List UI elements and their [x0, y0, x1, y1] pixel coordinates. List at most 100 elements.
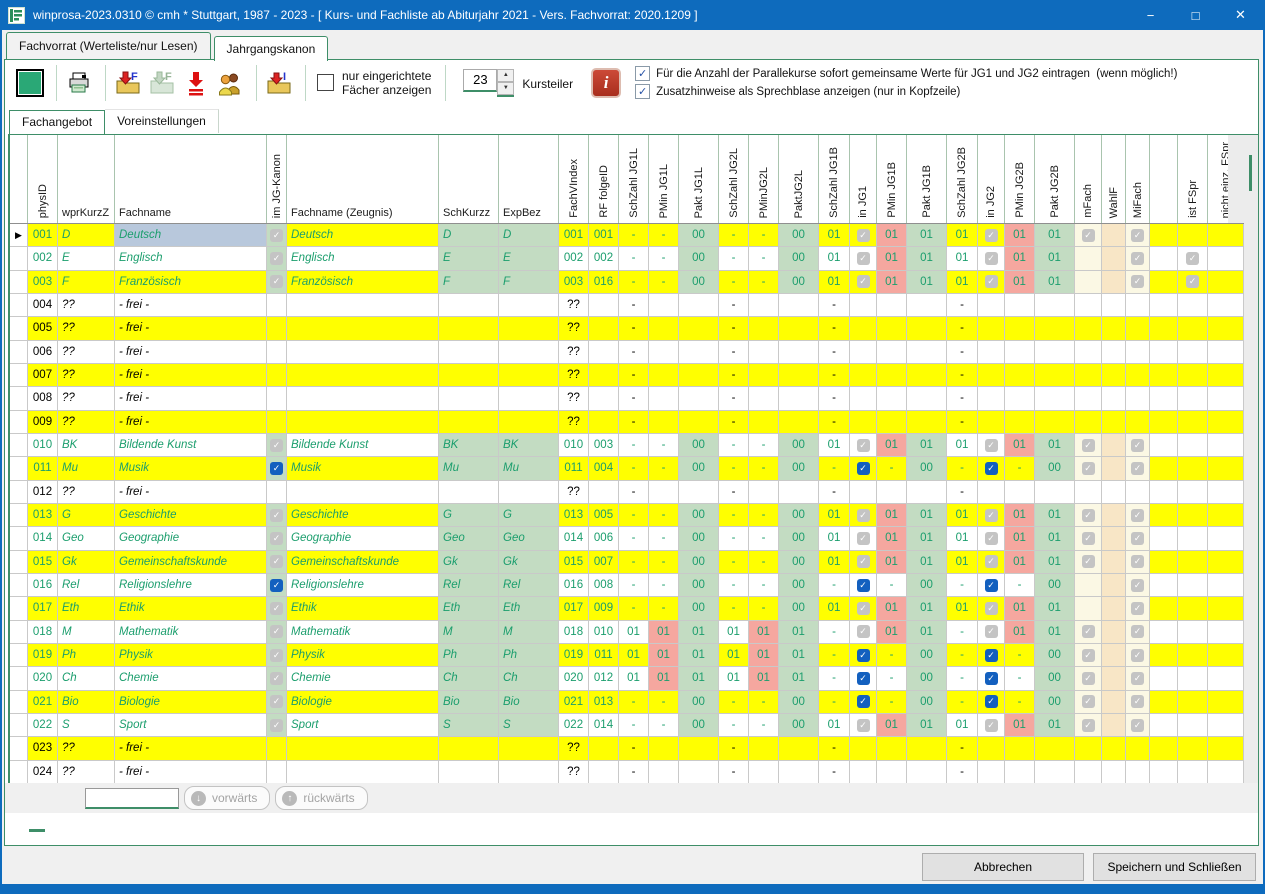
cell-a1b[interactable]: 01	[907, 527, 947, 551]
cell-s2b[interactable]: 01	[947, 247, 978, 271]
cell-mf[interactable]	[1075, 270, 1102, 294]
cell-eb[interactable]	[499, 363, 559, 388]
cell-a2b[interactable]: 01	[1035, 597, 1075, 621]
cell-i2[interactable]: ✓	[978, 713, 1005, 738]
cell-s1l[interactable]: -	[619, 457, 649, 481]
cell-p1b[interactable]: 01	[877, 503, 907, 528]
cell-nef[interactable]	[1208, 503, 1244, 528]
cell-s2l[interactable]: -	[719, 270, 749, 294]
cell-fvx[interactable]: 002	[559, 247, 589, 271]
cell-a1b[interactable]	[907, 363, 947, 388]
cell-p2l[interactable]: -	[749, 457, 779, 481]
cell-kanon[interactable]	[267, 340, 287, 364]
cell-p2l[interactable]: -	[749, 247, 779, 271]
cell-s2b[interactable]: 01	[947, 597, 978, 621]
cell-s1l[interactable]: -	[619, 503, 649, 528]
cell-eb[interactable]	[499, 760, 559, 783]
cell-s1b[interactable]: -	[819, 760, 850, 783]
cell-checkbox[interactable]: ✓	[1186, 275, 1199, 289]
cell-sk[interactable]	[439, 737, 499, 761]
cell-p1b[interactable]: 01	[877, 527, 907, 551]
cell-a2l[interactable]	[779, 737, 819, 761]
cell-sp[interactable]	[1150, 317, 1178, 341]
cell-rfid[interactable]: 007	[589, 550, 619, 574]
cell-p1b[interactable]: -	[877, 667, 907, 691]
cell-fspr[interactable]	[1178, 643, 1208, 668]
cell-mf[interactable]: ✓	[1075, 527, 1102, 551]
cell-checkbox[interactable]: ✓	[1131, 531, 1144, 545]
cell-p2b[interactable]: 01	[1005, 713, 1035, 738]
cell-zeugnis[interactable]: Geographie	[287, 527, 439, 551]
cell-a2l[interactable]: 00	[779, 690, 819, 714]
cell-s2b[interactable]: -	[947, 293, 978, 318]
cell-i1[interactable]: ✓	[850, 457, 877, 481]
cell-p1b[interactable]: 01	[877, 224, 907, 248]
cell-checkbox[interactable]: ✓	[856, 228, 870, 242]
cell-id[interactable]: 008	[28, 387, 58, 411]
cell-name[interactable]: Englisch	[115, 247, 267, 271]
cell-p2l[interactable]	[749, 410, 779, 434]
cell-kanon[interactable]	[267, 293, 287, 318]
cell-s2b[interactable]: -	[947, 573, 978, 598]
cell-fvx[interactable]: 016	[559, 573, 589, 598]
cell-a1l[interactable]	[679, 340, 719, 364]
cell-nef[interactable]	[1208, 247, 1244, 271]
cell-fspr[interactable]	[1178, 713, 1208, 738]
cell-s1b[interactable]: -	[819, 317, 850, 341]
cell-eb[interactable]	[499, 317, 559, 341]
cell-p2b[interactable]: 01	[1005, 503, 1035, 528]
cell-fvx[interactable]: 001	[559, 224, 589, 248]
cell-eb[interactable]: E	[499, 247, 559, 271]
cell-rfid[interactable]: 004	[589, 457, 619, 481]
cell-a1b[interactable]: 01	[907, 224, 947, 248]
cell-s2l[interactable]: -	[719, 737, 749, 761]
cell-a1b[interactable]: 00	[907, 690, 947, 714]
cell-kanon[interactable]: ✓	[267, 503, 287, 528]
column-header-sel[interactable]	[10, 135, 28, 223]
cell-s1b[interactable]: 01	[819, 247, 850, 271]
cell-checkbox[interactable]: ✓	[270, 601, 283, 615]
cell-kanon[interactable]	[267, 387, 287, 411]
cell-rfid[interactable]	[589, 760, 619, 783]
cell-eb[interactable]	[499, 293, 559, 318]
cell-s1b[interactable]: -	[819, 690, 850, 714]
cell-p2b[interactable]	[1005, 410, 1035, 434]
cell-wf[interactable]	[1102, 224, 1126, 248]
cell-checkbox[interactable]: ✓	[984, 578, 998, 592]
cell-fspr[interactable]	[1178, 503, 1208, 528]
column-header-a1l[interactable]: Pakt JG1L	[679, 135, 719, 223]
cell-a2l[interactable]: 00	[779, 224, 819, 248]
cell-nef[interactable]	[1208, 480, 1244, 504]
cell-zeugnis[interactable]: Geschichte	[287, 503, 439, 528]
import-info-button[interactable]: I	[264, 68, 294, 98]
column-header-sp[interactable]	[1150, 135, 1178, 223]
cell-wf[interactable]	[1102, 270, 1126, 294]
cell-wf[interactable]	[1102, 760, 1126, 783]
cell-nef[interactable]	[1208, 457, 1244, 481]
cell-rfid[interactable]: 014	[589, 713, 619, 738]
column-header-name[interactable]: Fachname	[115, 135, 267, 223]
cell-a1b[interactable]	[907, 480, 947, 504]
cell-p2b[interactable]	[1005, 317, 1035, 341]
cell-wpr[interactable]: Rel	[58, 573, 115, 598]
cell-p1l[interactable]: -	[649, 573, 679, 598]
cell-s1b[interactable]: -	[819, 643, 850, 668]
cell-mif[interactable]	[1126, 340, 1150, 364]
column-header-i2[interactable]: in JG2	[978, 135, 1005, 223]
cell-fvx[interactable]: 017	[559, 597, 589, 621]
cell-wpr[interactable]: Eth	[58, 597, 115, 621]
cell-a2l[interactable]: 00	[779, 713, 819, 738]
cell-a2b[interactable]: 00	[1035, 457, 1075, 481]
cell-p2l[interactable]	[749, 340, 779, 364]
cell-s1l[interactable]: -	[619, 340, 649, 364]
cell-mif[interactable]: ✓	[1126, 690, 1150, 714]
cell-p2l[interactable]: -	[749, 713, 779, 738]
cell-mf[interactable]	[1075, 387, 1102, 411]
save-close-button[interactable]: Speichern und Schließen	[1093, 853, 1256, 881]
cell-p2b[interactable]: -	[1005, 457, 1035, 481]
cell-s2b[interactable]: 01	[947, 270, 978, 294]
cell-p1l[interactable]: -	[649, 433, 679, 458]
cell-a1b[interactable]	[907, 737, 947, 761]
cell-s1b[interactable]: -	[819, 387, 850, 411]
cell-mif[interactable]: ✓	[1126, 503, 1150, 528]
